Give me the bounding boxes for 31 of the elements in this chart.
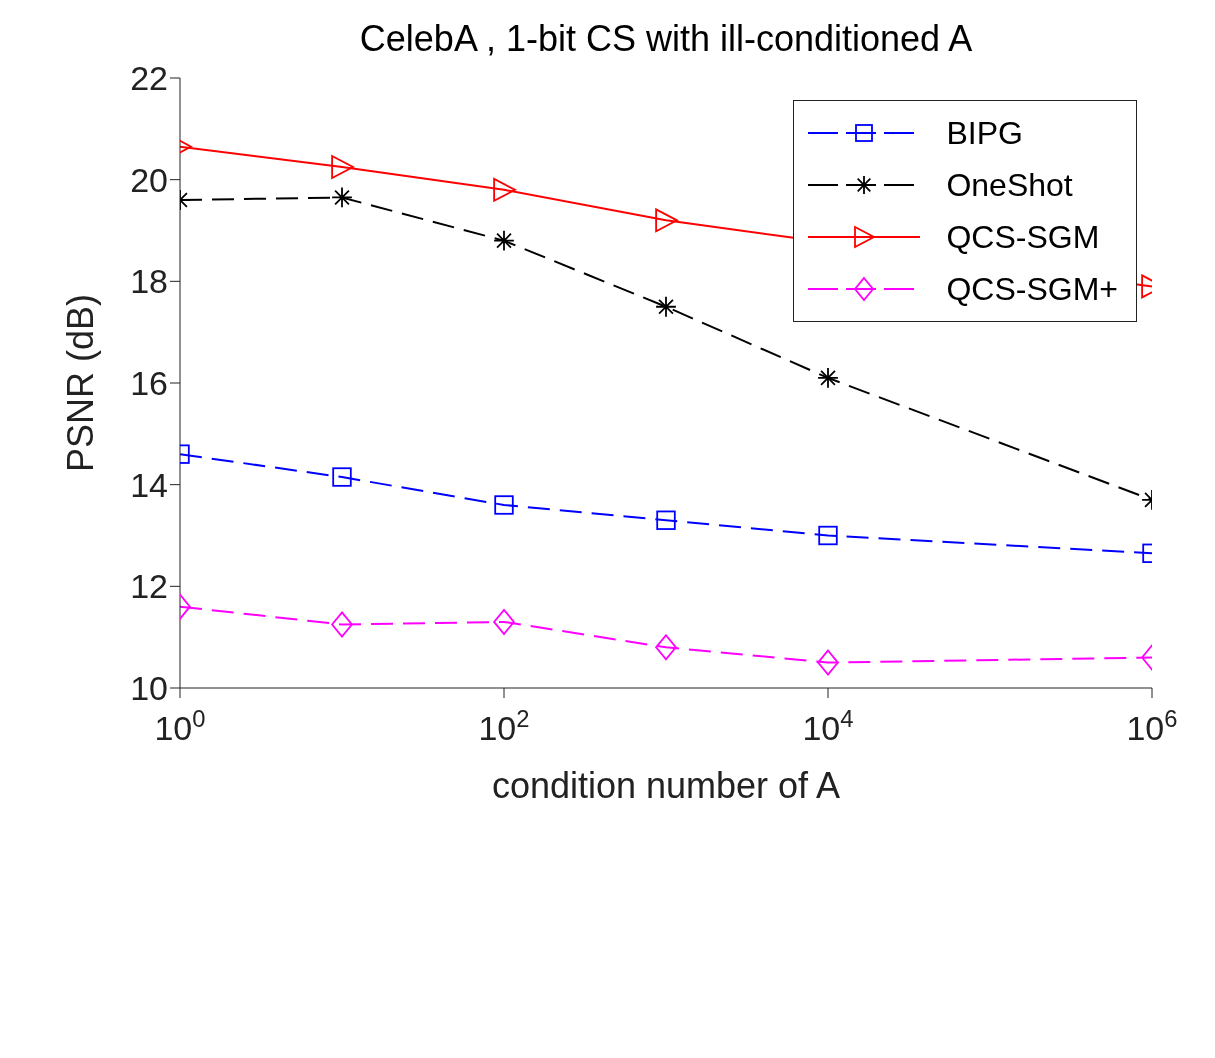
point: [655, 295, 677, 318]
point: [331, 155, 354, 179]
legend-label: QCS-SGM: [946, 218, 1100, 256]
y-tick-label: 20: [130, 160, 168, 199]
point: [655, 634, 677, 661]
x-tick-label: 10$^{6}$: [1126, 704, 1178, 747]
point: [493, 608, 515, 635]
x-tick-label: 10$^{4}$: [802, 704, 854, 747]
point: [655, 208, 678, 233]
point: [494, 495, 514, 515]
x-axis-title: condition number of A: [491, 765, 841, 806]
y-axis-title: PSNR (dB): [59, 293, 101, 473]
chart-title: CelebA , 1-bit CS with ill-conditioned A: [358, 18, 974, 60]
legend-label: QCS-SGM+: [946, 270, 1118, 308]
y-tick-label: 16: [130, 364, 168, 403]
point: [493, 229, 515, 252]
legend-label: BIPG: [946, 114, 1023, 152]
point: [493, 177, 516, 202]
point: [818, 525, 838, 546]
point: [331, 186, 353, 209]
point: [817, 367, 839, 389]
legend-label: OneShot: [946, 166, 1073, 204]
y-tick-label: 12: [130, 567, 168, 606]
point: [331, 611, 353, 638]
y-tick-label: 22: [130, 59, 168, 98]
x-tick-label: 10$^{2}$: [478, 704, 530, 747]
point: [656, 510, 676, 530]
point: [332, 467, 352, 487]
y-tick-label: 18: [130, 262, 168, 301]
point: [817, 649, 839, 676]
y-tick-label: 14: [130, 465, 168, 504]
